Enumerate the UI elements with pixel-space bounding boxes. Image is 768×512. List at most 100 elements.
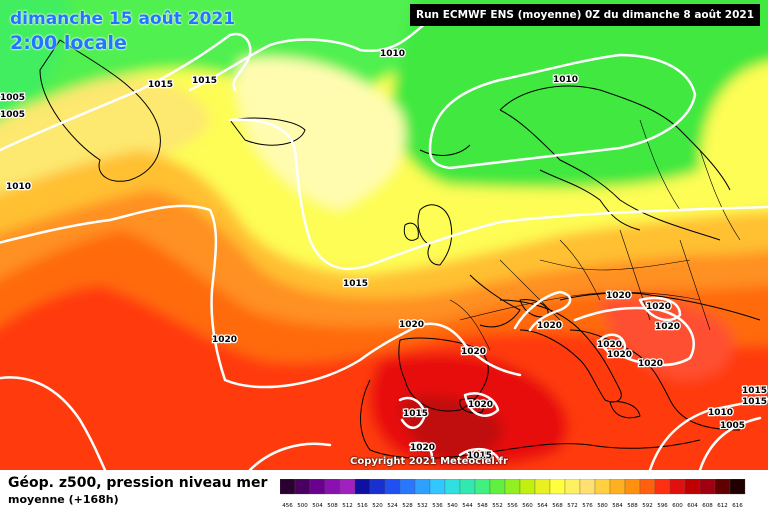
model-run-info: Run ECMWF ENS (moyenne) 0Z du dimanche 8… — [410, 4, 760, 26]
isobar-label: 1020 — [638, 359, 663, 369]
color-scale-swatch — [699, 479, 716, 495]
color-scale-swatch — [534, 479, 551, 495]
color-scale-label: 524 — [387, 503, 398, 509]
color-scale-swatch — [399, 479, 416, 495]
coastlines — [39, 39, 761, 459]
weather-map: 1005 1005 1015 1015 1010 1010 1010 1015 … — [0, 0, 768, 470]
isobar-label: 1005 — [0, 110, 25, 120]
borders — [449, 119, 741, 351]
color-scale-swatch — [474, 479, 491, 495]
color-scale-label: 516 — [357, 503, 368, 509]
color-scale-label: 500 — [297, 503, 308, 509]
color-scale-swatch — [414, 479, 431, 495]
isobar-label: 1020 — [537, 321, 562, 331]
isobar-label: 1020 — [410, 443, 435, 453]
color-scale-label: 592 — [642, 503, 653, 509]
color-scale-label: 616 — [732, 503, 743, 509]
color-scale-swatch — [579, 479, 596, 495]
color-scale-swatch — [549, 479, 566, 495]
color-scale-swatch — [684, 479, 701, 495]
color-scale-label: 560 — [522, 503, 533, 509]
color-scale-label: 520 — [372, 503, 383, 509]
color-scale-legend: 456 500 504 508 512 516 520 524 528 532 536 540 544 5… — [280, 479, 746, 509]
forecast-time: 2:00 locale — [10, 32, 127, 54]
isobars — [0, 18, 768, 470]
color-scale-swatch — [729, 479, 746, 495]
color-scale-label: 552 — [492, 503, 503, 509]
color-scale-swatch — [309, 479, 326, 495]
color-scale-swatch — [594, 479, 611, 495]
color-scale-label: 544 — [462, 503, 473, 509]
isobar-label: 1015 — [467, 451, 492, 461]
color-scale-label: 588 — [627, 503, 638, 509]
color-scale-swatch — [519, 479, 536, 495]
color-scale-label: 596 — [657, 503, 668, 509]
color-scale-swatch — [384, 479, 401, 495]
color-scale-swatch — [459, 479, 476, 495]
color-scale-label: 556 — [507, 503, 518, 509]
isobar-label: 1020 — [212, 335, 237, 345]
color-scale-swatch — [639, 479, 656, 495]
color-scale-swatch — [609, 479, 626, 495]
color-scale-label: 576 — [582, 503, 593, 509]
forecast-date: dimanche 15 août 2021 — [10, 9, 236, 29]
color-scale-label: 564 — [537, 503, 548, 509]
color-scale-label: 568 — [552, 503, 563, 509]
color-scale-label: 584 — [612, 503, 623, 509]
color-scale-swatch — [624, 479, 641, 495]
color-scale-swatch — [564, 479, 581, 495]
isobar-labels: 1005 1005 1015 1015 1010 1010 1010 1015 … — [0, 48, 768, 463]
isobar-label: 1020 — [646, 302, 671, 312]
color-scale-swatch — [324, 479, 341, 495]
isobar-label: 1015 — [742, 386, 767, 396]
color-scale-label: 580 — [597, 503, 608, 509]
color-scale-label: 456 — [282, 503, 293, 509]
color-scale-swatch — [369, 479, 386, 495]
color-scale-label: 528 — [402, 503, 413, 509]
isobar-label: 1015 — [192, 76, 217, 86]
copyright: Copyright 2021 Meteociel.fr — [350, 456, 508, 467]
isobar-label: 1020 — [468, 400, 493, 410]
color-scale-label: 548 — [477, 503, 488, 509]
color-scale-label: 604 — [687, 503, 698, 509]
color-scale-label: 504 — [312, 503, 323, 509]
color-scale-swatch — [669, 479, 686, 495]
isobar-label: 1005 — [720, 421, 745, 431]
color-scale-label: 572 — [567, 503, 578, 509]
isobar-label: 1005 — [0, 93, 25, 103]
color-scale-swatch — [354, 479, 371, 495]
isobar-label: 1020 — [597, 340, 622, 350]
color-scale-label: 612 — [717, 503, 728, 509]
isobar-label: 1010 — [553, 75, 578, 85]
isobar-label: 1010 — [6, 182, 31, 192]
isobar-label: 1010 — [708, 408, 733, 418]
color-scale-label: 512 — [342, 503, 353, 509]
isobar-label: 1015 — [148, 80, 173, 90]
color-scale-swatch — [489, 479, 506, 495]
color-scale-swatch — [654, 479, 671, 495]
map-caption: Géop. z500, pression niveau mer — [8, 475, 268, 491]
color-scale-swatch — [714, 479, 731, 495]
color-scale-label: 508 — [327, 503, 338, 509]
color-scale-swatch — [294, 479, 311, 495]
color-scale-label: 540 — [447, 503, 458, 509]
isobar-label: 1020 — [607, 350, 632, 360]
isobar-label: 1020 — [655, 322, 680, 332]
isobar-label: 1020 — [606, 291, 631, 301]
isobar-label: 1015 — [343, 279, 368, 289]
color-scale-label: 536 — [432, 503, 443, 509]
isobar-label: 1020 — [461, 347, 486, 357]
isobar-label: 1015 — [403, 409, 428, 419]
color-scale-swatch — [444, 479, 461, 495]
color-scale-swatch — [339, 479, 356, 495]
geopotential-field — [0, 0, 768, 470]
color-scale-label: 532 — [417, 503, 428, 509]
map-caption-subtitle: moyenne (+168h) — [8, 493, 119, 506]
color-scale-label: 600 — [672, 503, 683, 509]
color-scale-swatch — [429, 479, 446, 495]
color-scale-swatch — [280, 479, 296, 495]
isobar-label: 1015 — [742, 397, 767, 407]
isobar-label: 1020 — [399, 320, 424, 330]
color-scale-swatch — [504, 479, 521, 495]
isobar-label: 1010 — [380, 49, 405, 59]
